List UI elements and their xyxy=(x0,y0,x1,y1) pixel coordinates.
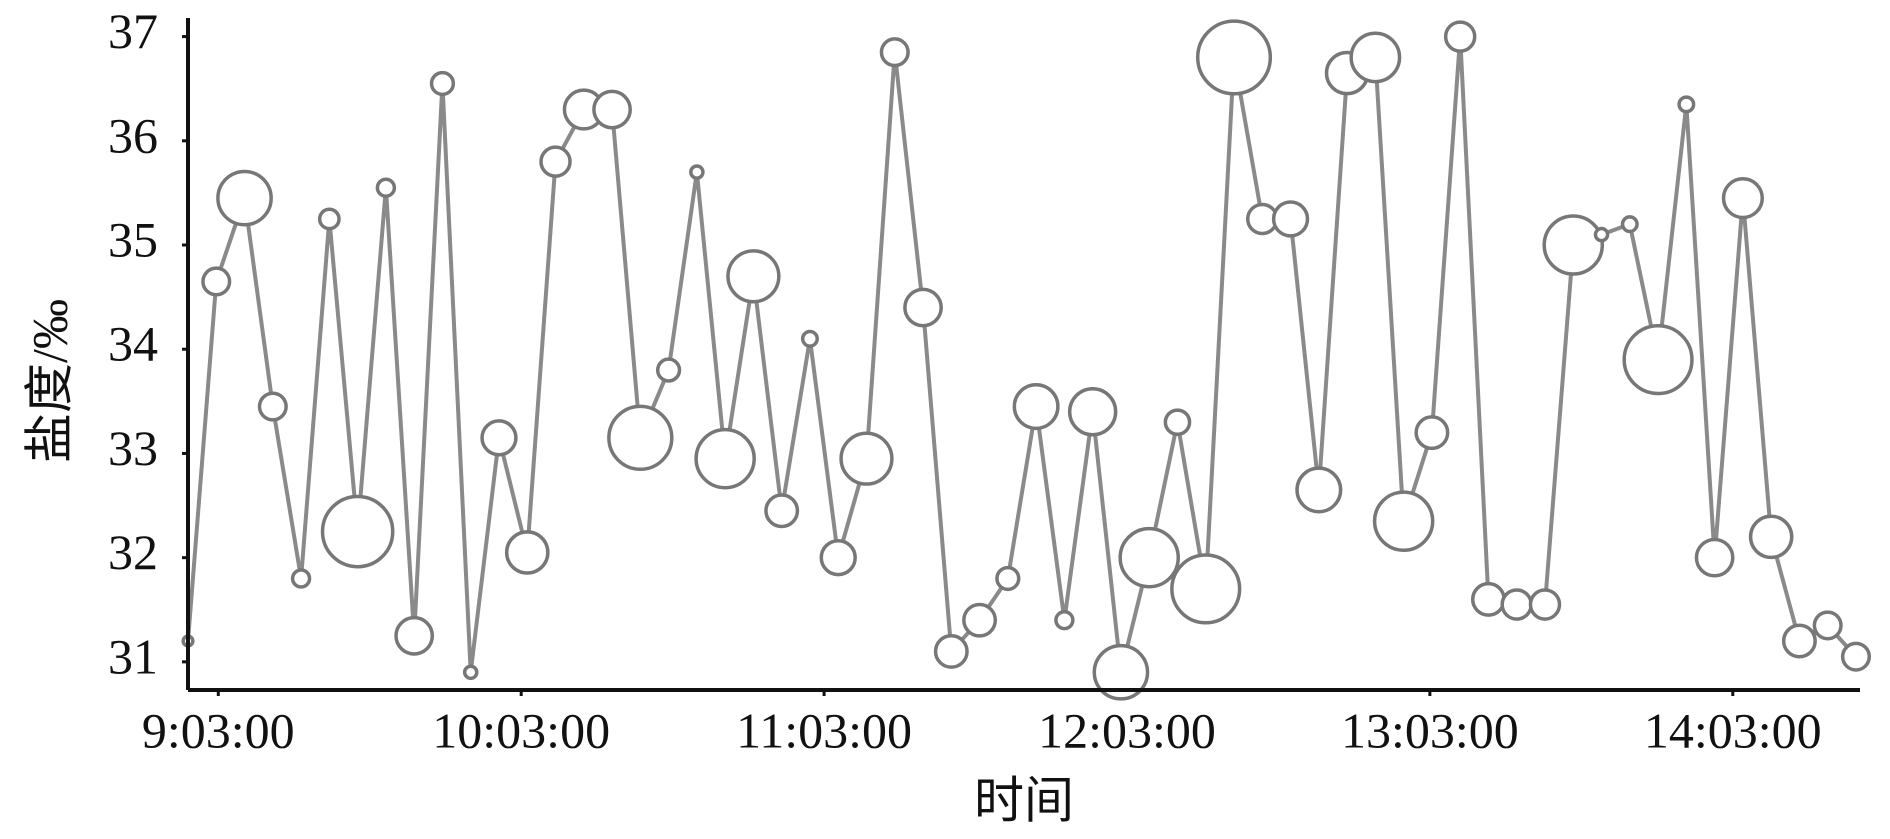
marker xyxy=(655,357,682,383)
marker xyxy=(879,37,910,68)
marker xyxy=(317,207,341,231)
marker xyxy=(1443,20,1477,53)
marker xyxy=(1012,383,1060,431)
x-tick-label: 14:03:00 xyxy=(1644,702,1822,758)
marker xyxy=(1694,537,1735,578)
y-tick-label: 31 xyxy=(108,628,158,684)
marker xyxy=(1781,623,1817,659)
marker xyxy=(320,494,395,569)
x-tick-label: 13:03:00 xyxy=(1341,702,1519,758)
marker xyxy=(1067,387,1118,437)
marker xyxy=(1092,643,1150,701)
marker xyxy=(201,266,232,297)
y-tick-label: 32 xyxy=(108,524,158,580)
marker xyxy=(539,145,572,178)
x-tick-label: 11:03:00 xyxy=(736,702,912,758)
marker xyxy=(1542,214,1605,276)
marker xyxy=(764,493,800,529)
marker xyxy=(1163,408,1192,437)
marker xyxy=(394,615,435,656)
x-tick-label: 12:03:00 xyxy=(1038,702,1216,758)
marker xyxy=(290,568,312,589)
marker xyxy=(1500,588,1533,621)
y-axis-label: 盐度/‰ xyxy=(21,299,77,463)
marker xyxy=(1748,514,1794,560)
marker xyxy=(962,602,998,638)
marker xyxy=(1721,177,1764,220)
y-tick-label: 34 xyxy=(108,316,158,372)
marker xyxy=(694,427,756,490)
marker xyxy=(429,70,456,97)
marker xyxy=(800,329,819,348)
marker xyxy=(607,404,674,472)
y-tick-label: 36 xyxy=(108,107,158,163)
y-tick-label: 37 xyxy=(108,3,158,59)
marker xyxy=(1620,215,1639,234)
marker xyxy=(480,419,518,457)
y-tick-label: 33 xyxy=(108,420,158,476)
marker xyxy=(1414,415,1450,451)
marker xyxy=(819,538,857,577)
line xyxy=(186,34,1858,675)
marker xyxy=(592,89,632,130)
marker xyxy=(216,169,273,227)
marker xyxy=(1812,610,1843,641)
marker xyxy=(726,249,781,304)
marker xyxy=(1054,609,1075,631)
marker xyxy=(1677,95,1696,114)
marker xyxy=(1593,226,1610,243)
marker xyxy=(1295,466,1343,514)
marker xyxy=(689,164,705,180)
marker xyxy=(1271,200,1310,238)
marker xyxy=(1622,324,1694,396)
marker xyxy=(1118,526,1180,589)
marker xyxy=(504,530,550,575)
y-tick-label: 35 xyxy=(108,211,158,267)
x-axis-label: 时间 xyxy=(974,772,1074,828)
marker xyxy=(1349,31,1402,84)
marker xyxy=(1528,588,1562,621)
marker xyxy=(1195,19,1273,96)
marker xyxy=(1840,641,1872,672)
marker xyxy=(462,664,479,681)
marker xyxy=(257,391,288,422)
marker xyxy=(1170,553,1242,625)
marker xyxy=(995,565,1021,592)
marker xyxy=(375,177,397,198)
marker xyxy=(1470,581,1506,617)
x-tick-label: 9:03:00 xyxy=(142,702,295,758)
marker xyxy=(933,633,969,669)
marker xyxy=(1372,490,1435,552)
marker xyxy=(903,287,943,328)
marker xyxy=(839,431,894,486)
x-tick-label: 10:03:00 xyxy=(432,702,610,758)
